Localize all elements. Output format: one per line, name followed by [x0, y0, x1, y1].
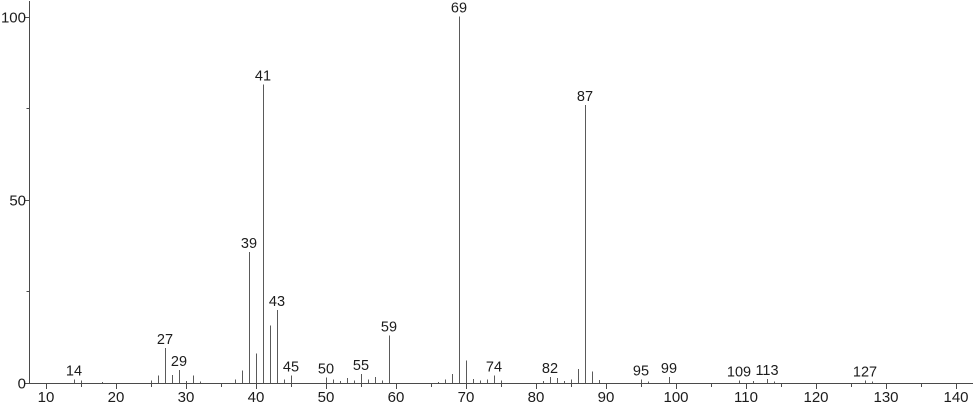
peak-label-mz-99: 99 [661, 361, 677, 377]
peak-label-mz-87: 87 [577, 89, 593, 105]
peak-label-mz-29: 29 [171, 354, 187, 370]
x-axis-tick-label: 30 [178, 389, 195, 406]
x-axis-tick-label: 100 [663, 389, 688, 406]
x-axis-tick-label: 50 [318, 389, 335, 406]
peak-label-mz-74: 74 [486, 359, 502, 375]
x-axis-tick-label: 20 [108, 389, 125, 406]
x-axis-tick-label: 70 [458, 389, 475, 406]
peak-label-mz-109: 109 [727, 364, 751, 380]
x-axis-tick-label: 60 [388, 389, 405, 406]
peak-label-mz-69: 69 [451, 1, 467, 17]
peak-label-mz-95: 95 [633, 364, 649, 380]
y-axis-tick-label: 100 [1, 10, 26, 27]
x-axis-tick-label: 120 [803, 389, 828, 406]
peak-label-mz-59: 59 [381, 320, 397, 336]
y-axis-tick-label: 0 [18, 376, 26, 393]
peak-label-mz-113: 113 [755, 363, 778, 379]
y-axis-tick-label: 50 [9, 193, 26, 210]
x-axis-tick-label: 10 [38, 389, 55, 406]
x-axis-tick-label: 40 [248, 389, 265, 406]
peak-label-mz-82: 82 [542, 361, 558, 377]
x-axis-tick-label: 140 [943, 389, 968, 406]
peak-label-mz-43: 43 [269, 294, 285, 310]
peak-label-mz-39: 39 [241, 236, 257, 252]
x-axis-tick-label: 130 [873, 389, 898, 406]
peak-label-mz-50: 50 [318, 362, 334, 378]
peak-label-mz-45: 45 [283, 359, 299, 375]
x-axis-tick-label: 80 [528, 389, 545, 406]
peak-label-mz-14: 14 [66, 364, 82, 380]
peak-label-mz-127: 127 [853, 364, 877, 380]
x-axis-tick-label: 90 [598, 389, 615, 406]
peak-label-mz-41: 41 [255, 68, 271, 84]
peak-label-mz-55: 55 [353, 358, 369, 374]
x-axis-tick-label: 110 [734, 389, 758, 406]
peak-label-mz-27: 27 [157, 332, 173, 348]
